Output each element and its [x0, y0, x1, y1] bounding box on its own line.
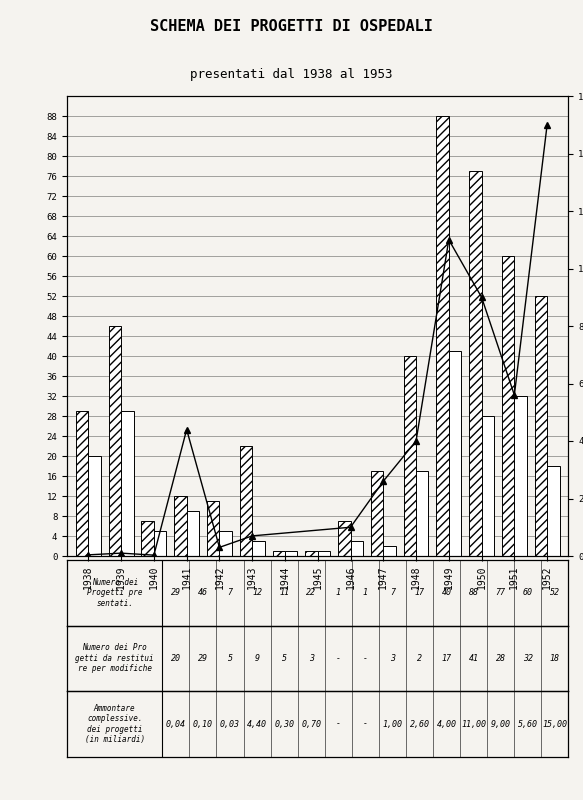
Bar [482, 416, 494, 556]
Text: -: - [336, 654, 341, 663]
Text: -: - [363, 719, 368, 729]
Text: 9: 9 [255, 654, 259, 663]
Bar [187, 511, 199, 556]
Text: 0,03: 0,03 [220, 719, 240, 729]
Text: 17: 17 [415, 588, 424, 598]
Bar [514, 396, 527, 556]
Bar [403, 356, 416, 556]
Bar [469, 171, 482, 556]
Legend:  [72, 102, 83, 112]
Text: 29: 29 [198, 654, 208, 663]
Text: 17: 17 [441, 654, 452, 663]
Bar [240, 446, 252, 556]
Text: 22: 22 [306, 588, 316, 598]
Bar [371, 471, 383, 556]
Text: 5: 5 [227, 654, 233, 663]
Bar [108, 326, 121, 556]
Bar [154, 531, 166, 556]
Text: 4,40: 4,40 [247, 719, 267, 729]
Bar [338, 521, 350, 556]
Text: Numero dei Pro
getti da restitui
re per modifiche: Numero dei Pro getti da restitui re per … [75, 643, 154, 674]
Bar [436, 116, 449, 556]
Text: -: - [336, 719, 341, 729]
Text: 29: 29 [171, 588, 181, 598]
Text: 1: 1 [336, 588, 341, 598]
Text: 3: 3 [390, 654, 395, 663]
Text: 2: 2 [417, 654, 422, 663]
Text: 0,30: 0,30 [274, 719, 294, 729]
Text: 1: 1 [363, 588, 368, 598]
Text: 40: 40 [441, 588, 452, 598]
Text: 9,00: 9,00 [491, 719, 511, 729]
Text: SCHEMA DEI PROGETTI DI OSPEDALI: SCHEMA DEI PROGETTI DI OSPEDALI [150, 19, 433, 34]
Text: presentati dal 1938 al 1953: presentati dal 1938 al 1953 [190, 68, 393, 82]
Text: 32: 32 [523, 654, 533, 663]
Text: 18: 18 [550, 654, 560, 663]
Text: 3: 3 [309, 654, 314, 663]
Bar [502, 256, 514, 556]
Bar [207, 501, 219, 556]
Bar [252, 541, 265, 556]
Text: Numero dei
Progetti pre
sentati.: Numero dei Progetti pre sentati. [87, 578, 142, 608]
Bar [318, 551, 330, 556]
Text: -: - [363, 654, 368, 663]
Bar [305, 551, 318, 556]
Bar [383, 546, 396, 556]
Bar [449, 351, 461, 556]
Text: 0,04: 0,04 [166, 719, 186, 729]
Text: 7: 7 [390, 588, 395, 598]
Text: 60: 60 [523, 588, 533, 598]
Text: 4,00: 4,00 [437, 719, 456, 729]
Text: 1,00: 1,00 [382, 719, 402, 729]
Text: 0,10: 0,10 [193, 719, 213, 729]
Text: 0,70: 0,70 [301, 719, 321, 729]
Bar [89, 456, 101, 556]
Text: 11: 11 [279, 588, 289, 598]
Text: 2,60: 2,60 [409, 719, 430, 729]
Text: 20: 20 [171, 654, 181, 663]
Bar [416, 471, 429, 556]
Bar [142, 521, 154, 556]
Bar [272, 551, 285, 556]
Bar [219, 531, 232, 556]
Bar [76, 411, 89, 556]
Bar [285, 551, 297, 556]
Bar [547, 466, 560, 556]
Text: 88: 88 [469, 588, 479, 598]
Text: 12: 12 [252, 588, 262, 598]
Text: 28: 28 [496, 654, 505, 663]
Text: 11,00: 11,00 [461, 719, 486, 729]
Text: 41: 41 [469, 654, 479, 663]
Text: Ammontare
complessive.
dei progetti
(in miliardi): Ammontare complessive. dei progetti (in … [85, 704, 145, 744]
Bar [350, 541, 363, 556]
Text: 52: 52 [550, 588, 560, 598]
Bar [535, 296, 547, 556]
Text: 5,60: 5,60 [518, 719, 538, 729]
Text: 5: 5 [282, 654, 287, 663]
Text: 77: 77 [496, 588, 505, 598]
Bar [121, 411, 134, 556]
Text: 7: 7 [227, 588, 233, 598]
Bar [174, 496, 187, 556]
Text: 46: 46 [198, 588, 208, 598]
Text: 15,00: 15,00 [542, 719, 567, 729]
